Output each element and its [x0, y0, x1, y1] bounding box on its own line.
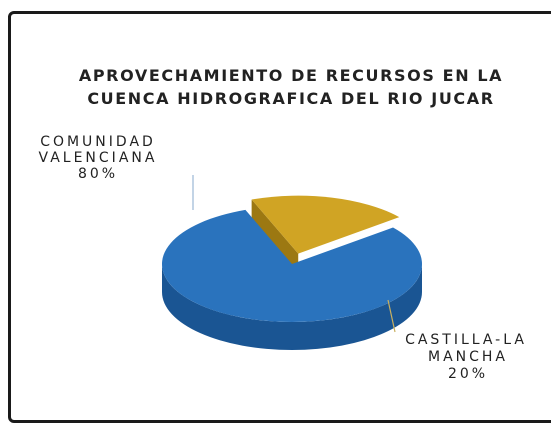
- slice-label-valenciana-line-2: VALENCIANA: [39, 150, 158, 166]
- slice-label-valenciana-line-1: COMUNIDAD: [40, 134, 156, 150]
- pie-side-comunidad-valenciana-0: [162, 264, 422, 350]
- slice-label-castilla-line-1: CASTILLA-LA: [405, 332, 527, 348]
- pie-layer: [161, 195, 422, 350]
- chart-title-line-1: APROVECHAMIENTO DE RECURSOS EN LA: [79, 66, 503, 85]
- slice-label-castilla-line-2: MANCHA: [428, 349, 508, 365]
- leader-line-castilla: [387, 299, 396, 333]
- pie-chart: APROVECHAMIENTO DE RECURSOS EN LA CUENCA…: [39, 66, 527, 382]
- slice-label-castilla-percent: 20%: [448, 366, 488, 382]
- pie-slice-castilla-la-mancha: [251, 195, 400, 254]
- slice-label-valenciana-percent: 80%: [78, 166, 118, 182]
- pie-slice-comunidad-valenciana: [161, 209, 422, 322]
- chart-title-line-2: CUENCA HIDROGRAFICA DEL RIO JUCAR: [87, 89, 494, 108]
